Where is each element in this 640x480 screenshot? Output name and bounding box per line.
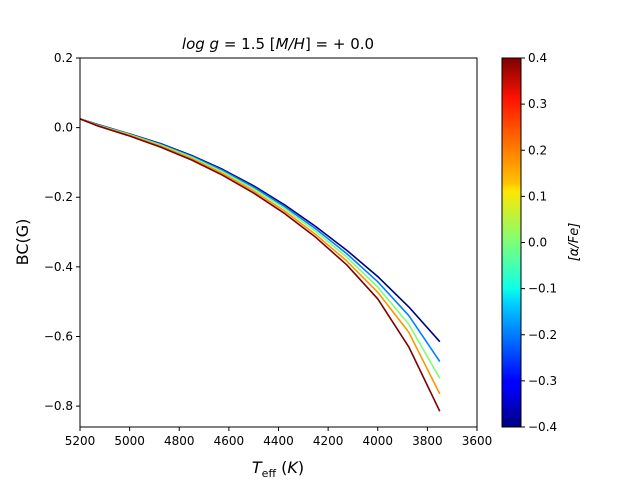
x-tick-label: 5200 [65,434,96,448]
colorbar-tick-label: −0.4 [528,420,557,434]
series-group [80,118,441,412]
colorbar-tick-label: −0.1 [528,282,557,296]
x-tick-label: 4000 [362,434,393,448]
x-tick-label: 4200 [313,434,344,448]
plot-frame [79,57,478,428]
x-axis-label: Teff (K) [252,458,304,480]
colorbar-tick-label: −0.3 [528,374,557,388]
colorbar-tick-label: 0.4 [528,51,547,65]
series-line-0 [80,118,441,343]
chart-title: log g = 1.5 [M/H] = + 0.0 [182,35,374,53]
colorbar-tick-label: 0.0 [528,236,547,250]
y-tick-label: −0.2 [44,190,73,204]
y-tick-label: −0.6 [44,329,73,343]
colorbar [501,57,522,428]
y-axis-label: BC(G) [13,219,32,266]
y-tick-label: 0.0 [54,121,73,135]
x-tick-label: 4800 [164,434,195,448]
x-tick-label: 4400 [263,434,294,448]
x-tick-label: 4600 [214,434,245,448]
colorbar-tick-label: −0.2 [528,328,557,342]
x-tick-label: 3800 [412,434,443,448]
y-tick-label: −0.4 [44,260,73,274]
y-tick-label: −0.8 [44,399,73,413]
series-line-3 [80,118,441,395]
x-tick-label: 3600 [462,434,493,448]
series-line-4 [80,118,441,412]
series-line-2 [80,118,441,379]
x-axis: 5200 5000 4800 4600 4400 4200 4000 3800 3600 [65,427,493,448]
colorbar-tick-label: 0.1 [528,189,547,203]
y-tick-label: 0.2 [54,51,73,65]
colorbar-tick-label: 0.3 [528,97,547,111]
colorbar-tick-label: 0.2 [528,143,547,157]
series-line-1 [80,118,441,363]
colorbar-ticks: 0.4 0.3 0.2 0.1 0.0 −0.1 −0.2 −0.3 −0.4 [521,51,557,434]
y-axis: 0.2 0.0 −0.2 −0.4 −0.6 −0.8 [44,51,80,413]
colorbar-label: [α/Fe] [567,223,582,262]
x-tick-label: 5000 [114,434,145,448]
